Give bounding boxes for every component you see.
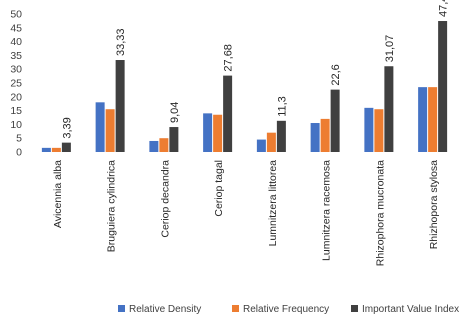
category-label: Avicennia alba xyxy=(52,160,64,228)
bar-relative-density xyxy=(149,140,159,152)
bar-relative-density xyxy=(418,87,428,152)
bar-relative-frequency xyxy=(159,138,169,152)
bar-relative-density xyxy=(95,102,105,152)
bar-important-value-index xyxy=(115,60,125,152)
legend-swatch xyxy=(232,305,239,312)
plot-area xyxy=(41,21,448,152)
bar-important-value-index xyxy=(223,75,233,152)
data-label: 31,07 xyxy=(384,35,396,63)
y-tick-label: 40 xyxy=(10,36,22,48)
y-tick-label: 5 xyxy=(16,133,22,145)
category-label: Ceriop decandra xyxy=(159,160,171,238)
data-labels: 3,39 33,33 9,04 27,68 11,3 22,6 31,07 47,46 xyxy=(61,0,449,139)
bar-relative-density xyxy=(41,147,51,152)
bar-important-value-index xyxy=(438,21,448,152)
data-label: 47,46 xyxy=(438,0,450,17)
category-label: Rhizophora mucronata xyxy=(374,160,386,266)
bar-relative-frequency xyxy=(105,109,115,152)
category-label: Rhizhopora stylosa xyxy=(428,160,440,249)
legend: Relative Density Relative Frequency Import… xyxy=(118,304,459,315)
bar-relative-density xyxy=(364,107,374,152)
legend-entry: Important Value Index xyxy=(362,304,459,315)
data-label: 33,33 xyxy=(115,28,127,56)
y-tick-label: 35 xyxy=(10,50,22,62)
bar-relative-frequency xyxy=(428,87,438,152)
bar-relative-frequency xyxy=(266,132,276,152)
legend-swatch xyxy=(351,305,358,312)
category-label: Bruguiera cylindrica xyxy=(106,160,118,252)
data-label: 3,39 xyxy=(61,117,73,138)
category-labels: Avicennia alba Bruguiera cylindrica Ceriop… xyxy=(52,160,440,266)
bar-important-value-index xyxy=(330,89,340,152)
y-tick-label: 50 xyxy=(10,9,22,21)
bar-important-value-index xyxy=(276,120,286,152)
bar-relative-density xyxy=(256,139,266,152)
bar-relative-density xyxy=(310,123,320,152)
category-label: Lumnitzera racemosa xyxy=(321,160,333,261)
y-tick-label: 30 xyxy=(10,64,22,76)
data-label: 9,04 xyxy=(169,102,181,123)
bar-important-value-index xyxy=(61,142,71,152)
data-label: 11,3 xyxy=(276,96,288,117)
category-label: Lumnitzera littorea xyxy=(267,160,279,247)
bar-relative-frequency xyxy=(213,114,223,152)
y-tick-label: 25 xyxy=(10,78,22,90)
bar-relative-frequency xyxy=(51,147,61,152)
y-tick-label: 20 xyxy=(10,91,22,103)
bar-important-value-index xyxy=(169,127,179,152)
legend-entry: Relative Density xyxy=(129,304,201,315)
legend-swatch xyxy=(118,305,125,312)
y-tick-label: 45 xyxy=(10,22,22,34)
bar-relative-frequency xyxy=(374,109,384,152)
bar-relative-density xyxy=(203,113,213,152)
y-tick-label: 15 xyxy=(10,105,22,117)
category-label: Ceriop tagal xyxy=(213,160,225,217)
y-tick-label: 10 xyxy=(10,119,22,131)
data-label: 22,6 xyxy=(330,64,342,85)
bar-important-value-index xyxy=(384,66,394,152)
y-tick-label: 0 xyxy=(16,147,22,159)
data-label: 27,68 xyxy=(223,44,235,72)
legend-entry: Relative Frequency xyxy=(243,304,329,315)
bar-relative-frequency xyxy=(320,118,330,152)
